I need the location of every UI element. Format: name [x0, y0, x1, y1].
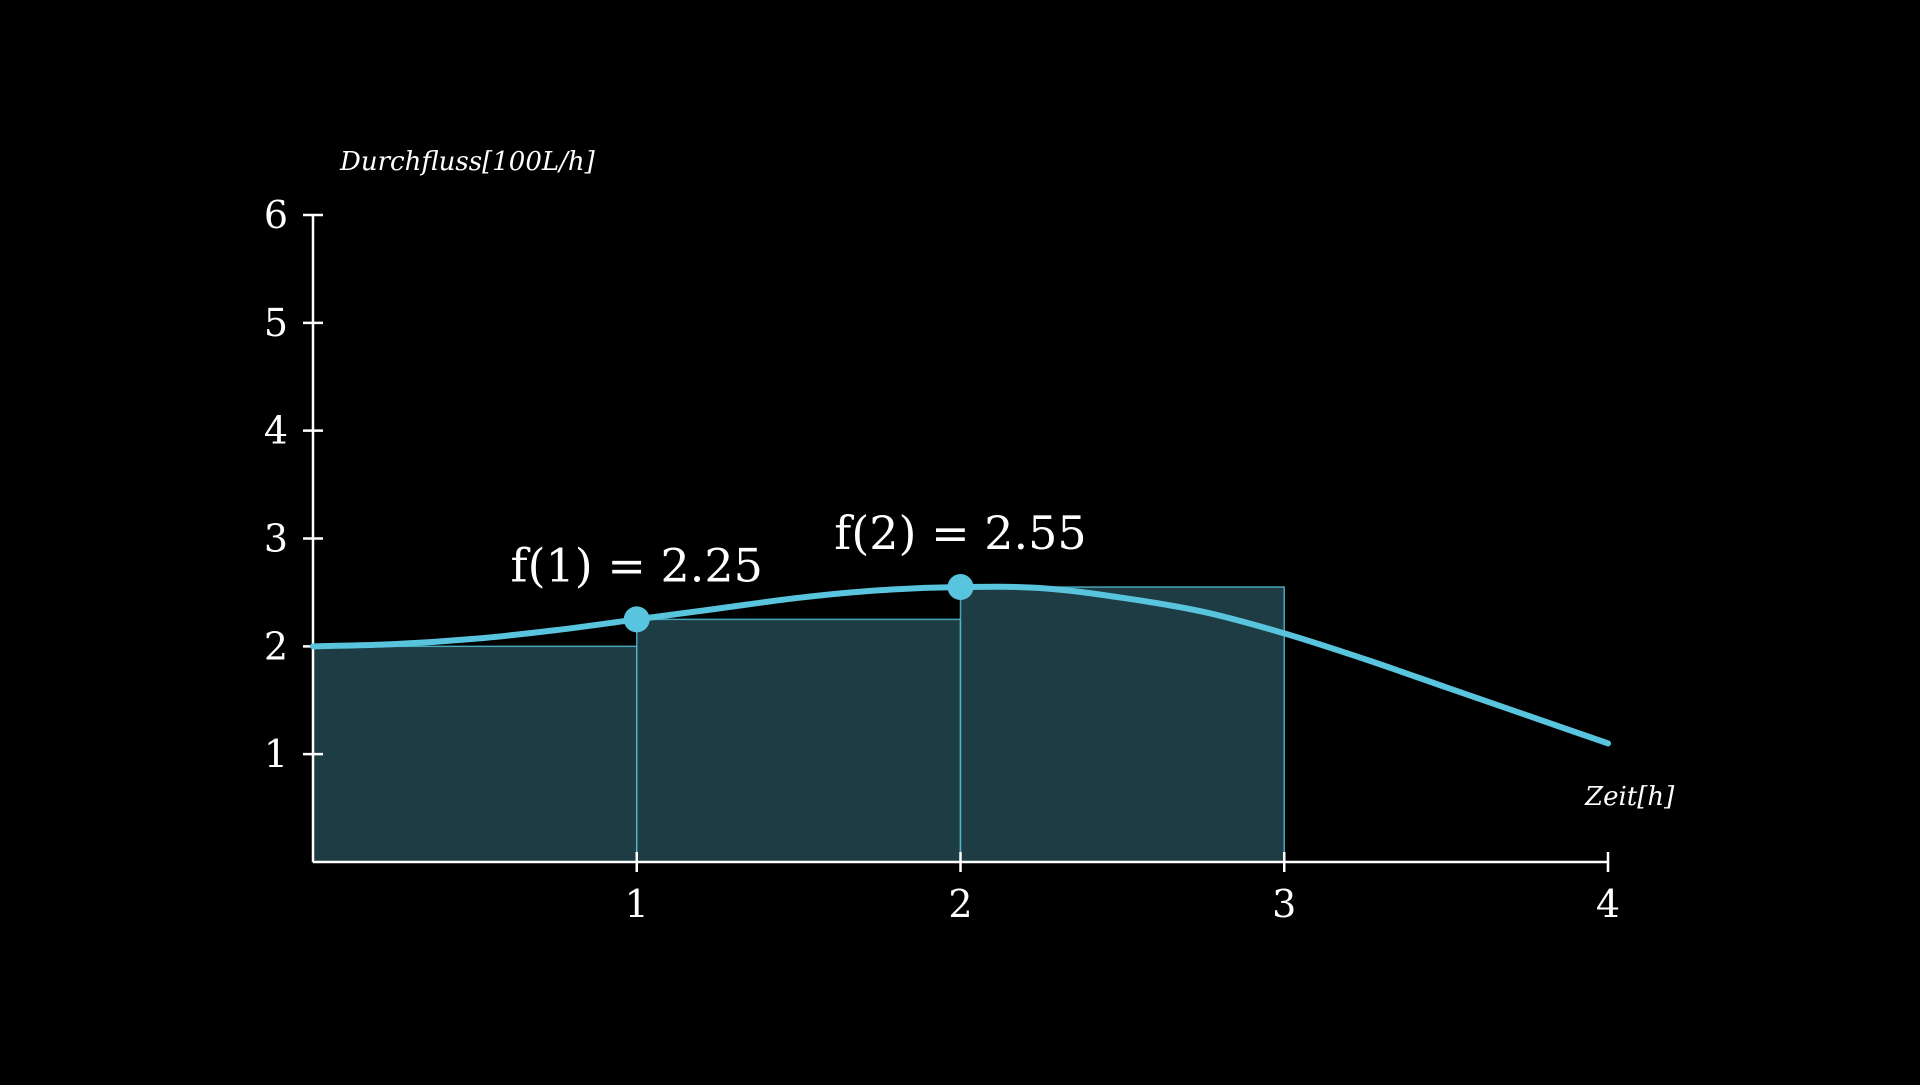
point-x1: [623, 606, 650, 633]
x-tick-label-4: 4: [1596, 882, 1620, 926]
highlighted-points: f(1) = 2.25 f(2) = 2.55: [511, 506, 1087, 633]
x-tick-label-2: 2: [948, 882, 972, 926]
riemann-rect-3: [959, 586, 1285, 863]
riemann-rect-2: [636, 618, 962, 863]
y-tick-label-1: 1: [264, 732, 288, 776]
y-tick-label-4: 4: [264, 409, 288, 453]
point-x2: [947, 574, 974, 601]
x-axis-label: Zeit[h]: [1584, 782, 1675, 812]
riemann-rectangles: [312, 586, 1285, 863]
point-label-x2: f(2) = 2.55: [834, 506, 1086, 560]
riemann-rect-1: [312, 645, 638, 863]
x-tick-label-3: 3: [1272, 882, 1296, 926]
y-tick-label-5: 5: [264, 301, 288, 345]
y-tick-label-6: 6: [264, 193, 288, 237]
y-tick-label-3: 3: [264, 517, 288, 561]
y-tick-label-2: 2: [264, 624, 288, 668]
x-tick-label-1: 1: [625, 882, 649, 926]
point-label-x1: f(1) = 2.25: [511, 538, 763, 592]
y-axis-label: Durchfluss[100L/h]: [339, 147, 596, 177]
